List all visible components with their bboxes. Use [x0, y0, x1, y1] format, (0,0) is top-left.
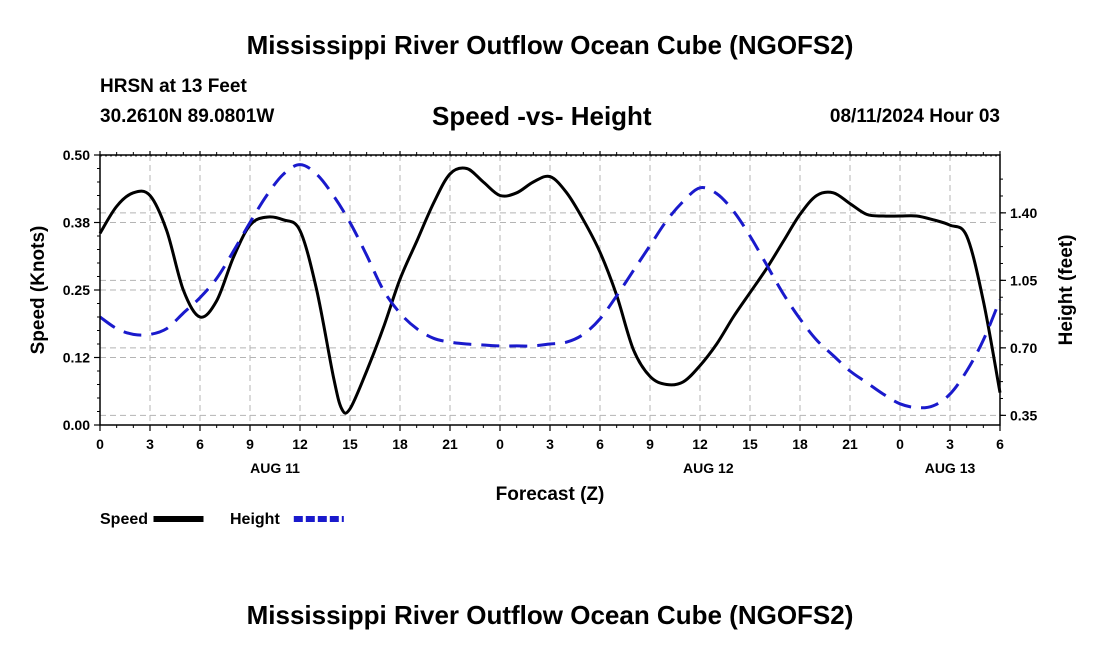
- station-coordinates: 30.2610N 89.0801W: [100, 106, 275, 127]
- x-tick-label: 6: [596, 436, 604, 452]
- x-tick-label: 18: [392, 436, 408, 452]
- x-axis-title: Forecast (Z): [496, 484, 605, 505]
- series-line-height: [99, 163, 1002, 410]
- y2-tick-label: 0.70: [1010, 340, 1037, 356]
- x-tick-label: 0: [496, 436, 504, 452]
- date-label: AUG 13: [925, 460, 976, 476]
- x-tick-label: 0: [96, 436, 104, 452]
- x-tick-label: 3: [146, 436, 154, 452]
- station-name: HRSN at 13 Feet: [100, 76, 247, 97]
- legend-label-height: Height: [230, 511, 280, 528]
- series-layer: [98, 163, 1002, 415]
- y2-tick-label: 0.35: [1010, 407, 1037, 423]
- x-tick-label: 3: [946, 436, 954, 452]
- date-label: AUG 11: [250, 460, 300, 476]
- date-label: AUG 12: [683, 460, 734, 476]
- x-tick-label: 6: [196, 436, 204, 452]
- x-ticks: 0 3 6 9 12 15 18 21 0 3 6 9 12 15 18 21 0 3 6 AUG 11 AUG 12 A…: [96, 151, 1004, 476]
- y-ticks: 0.00 0.12 0.25 0.38 0.50: [63, 147, 100, 433]
- main-title: Mississippi River Outflow Ocean Cube (NG…: [246, 30, 854, 60]
- speed-height-chart: 0 3 6 9 12 15 18 21 0 3 6 9 12 15 18 21 0 3 6 AUG 11 AUG 12 A…: [28, 147, 1077, 528]
- x-tick-label: 12: [292, 436, 308, 452]
- legend: Speed Height: [100, 511, 344, 528]
- y-tick-label: 0.38: [63, 215, 90, 231]
- y-tick-label: 0.50: [63, 147, 90, 163]
- footer-title: Mississippi River Outflow Ocean Cube (NG…: [246, 600, 854, 630]
- x-tick-label: 0: [896, 436, 904, 452]
- legend-label-speed: Speed: [100, 511, 148, 528]
- x-tick-label: 21: [842, 436, 858, 452]
- y2-axis-title: Height (feet): [1056, 235, 1077, 346]
- x-tick-label: 21: [442, 436, 458, 452]
- x-tick-label: 6: [996, 436, 1004, 452]
- y2-tick-label: 1.05: [1010, 272, 1037, 288]
- x-tick-label: 9: [646, 436, 654, 452]
- x-tick-label: 18: [792, 436, 808, 452]
- y-tick-label: 0.25: [63, 282, 90, 298]
- x-tick-label: 3: [546, 436, 554, 452]
- x-tick-label: 15: [742, 436, 758, 452]
- x-tick-label: 12: [692, 436, 708, 452]
- y-axis-title: Speed (Knots): [28, 226, 49, 355]
- run-time: 08/11/2024 Hour 03: [829, 106, 1000, 127]
- grid: [100, 155, 1000, 425]
- y-tick-label: 0.12: [63, 350, 90, 366]
- x-tick-label: 9: [246, 436, 254, 452]
- chart-subtitle: Speed -vs- Height: [432, 101, 652, 131]
- series-line-speed: [98, 166, 1002, 415]
- y2-ticks: 0.35 0.70 1.05 1.40: [1000, 178, 1037, 423]
- x-tick-label: 15: [342, 436, 358, 452]
- y-tick-label: 0.00: [63, 417, 90, 433]
- y2-tick-label: 1.40: [1010, 205, 1037, 221]
